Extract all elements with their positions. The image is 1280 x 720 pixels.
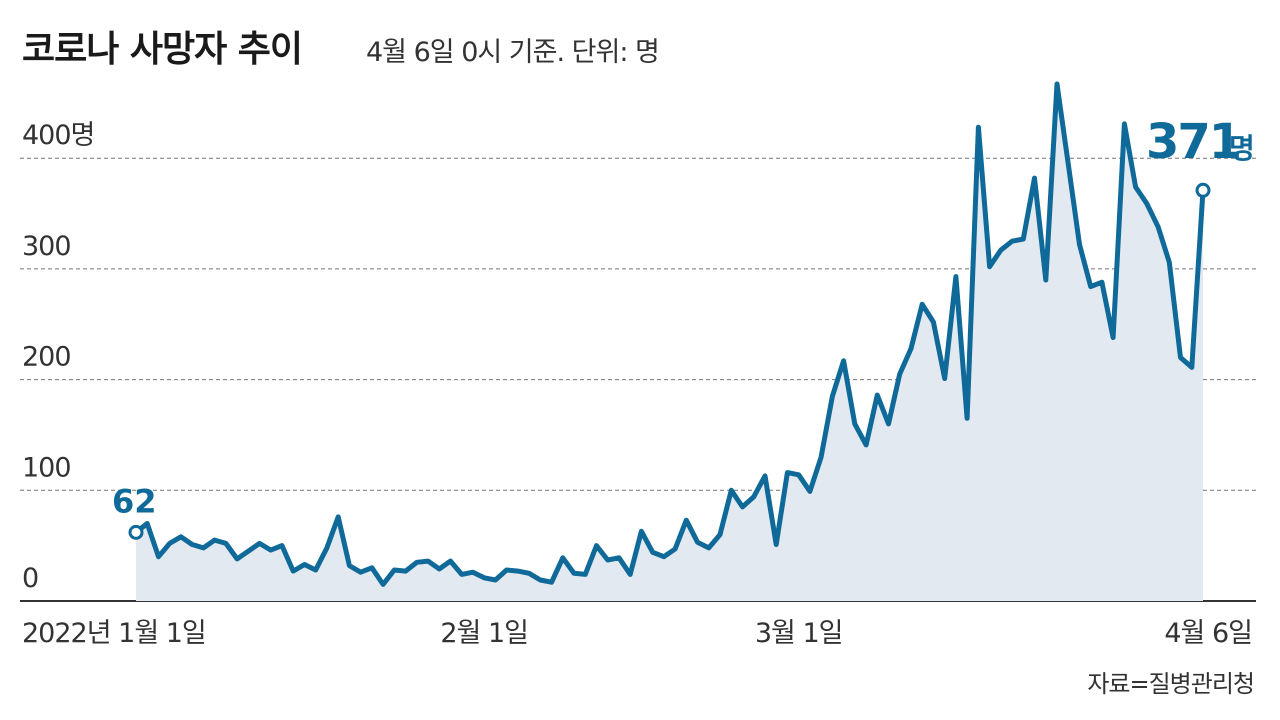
x-tick-label: 4월 6일 (1164, 618, 1252, 649)
x-tick-label: 2022년 1월 1일 (22, 618, 206, 649)
chart-title: 코로나 사망자 추이 (22, 29, 303, 70)
start-marker (128, 524, 144, 540)
chart-subtitle: 4월 6일 0시 기준. 단위: 명 (366, 37, 660, 68)
series-line (133, 81, 1206, 587)
y-tick-label: 400명 (22, 120, 94, 151)
end-value-unit: 명 (1229, 132, 1255, 165)
x-tick-label: 2월 1일 (440, 618, 528, 649)
series-area (136, 84, 1203, 601)
source-note: 자료=질병관리청 (1087, 670, 1255, 698)
y-tick-label: 0 (22, 563, 38, 594)
y-tick-label: 200 (22, 342, 71, 373)
start-value-label: 62 (112, 482, 157, 520)
y-tick-label: 100 (22, 452, 71, 483)
end-value-label: 371 (1146, 114, 1240, 170)
y-tick-label: 300 (22, 231, 71, 262)
x-tick-label: 3월 1일 (755, 618, 843, 649)
end-marker (1195, 182, 1211, 198)
